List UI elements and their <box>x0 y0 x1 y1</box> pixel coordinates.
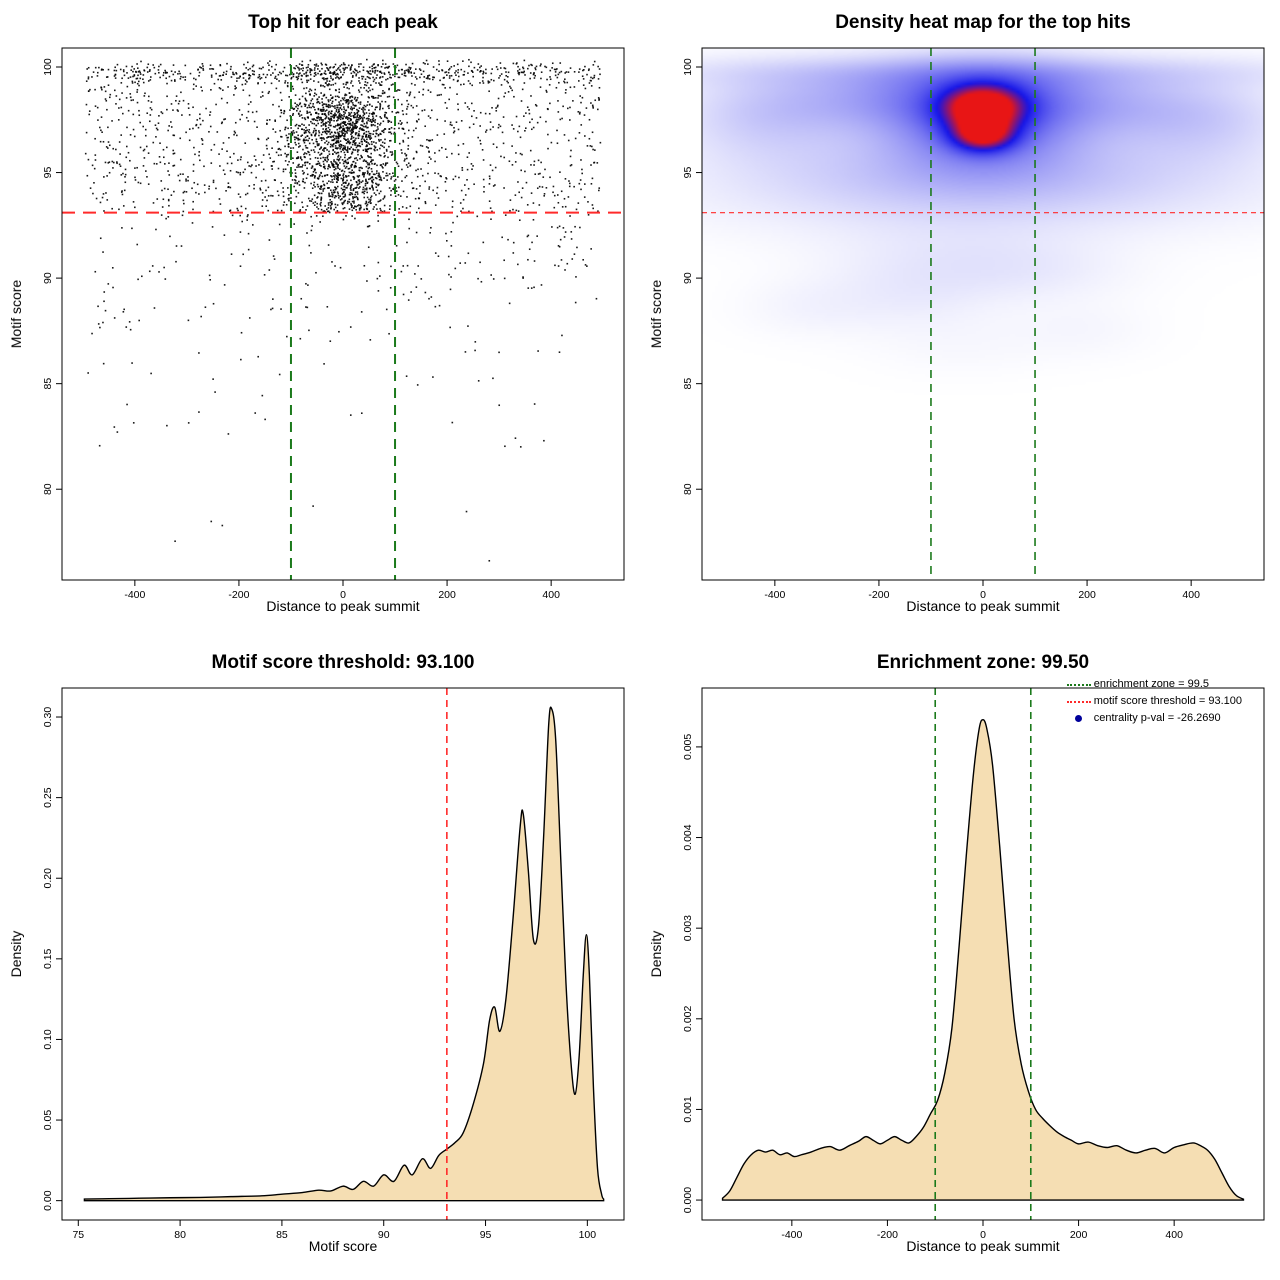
y-axis-label: Motif score <box>8 279 24 349</box>
panel-title: Enrichment zone: 99.50 <box>876 652 1090 673</box>
y-axis-label: Density <box>8 930 24 978</box>
distance-density-canvas <box>640 640 1280 1280</box>
legend-label: enrichment zone = 99.5 <box>1093 678 1209 690</box>
panel-title: Top hit for each peak <box>248 12 438 33</box>
x-axis-label: Distance to peak summit <box>906 598 1060 614</box>
x-axis-label: Distance to peak summit <box>906 1238 1060 1254</box>
legend-label: centrality p-val = -26.2690 <box>1093 712 1221 724</box>
score-threshold-line-icon <box>1064 700 1094 703</box>
x-axis-label: Distance to peak summit <box>266 598 420 614</box>
y-axis-label: Density <box>648 930 664 978</box>
centrality-dot-icon <box>1064 715 1094 722</box>
enrichment-zone-line-icon <box>1064 683 1094 686</box>
legend-item-centrality-pval: centrality p-val = -26.2690 <box>1064 710 1242 727</box>
legend: enrichment zone = 99.5 motif score thres… <box>1064 676 1242 727</box>
legend-label: motif score threshold = 93.100 <box>1093 695 1242 707</box>
legend-item-score-threshold: motif score threshold = 93.100 <box>1064 693 1242 710</box>
panel-title: Density heat map for the top hits <box>835 12 1131 33</box>
panel-summit-distance-density: Enrichment zone: 99.50 Distance to peak … <box>640 640 1280 1280</box>
y-axis-label: Motif score <box>648 279 664 349</box>
panel-top-hits-scatter: Top hit for each peak Distance to peak s… <box>0 0 640 640</box>
x-axis-label: Motif score <box>308 1238 378 1254</box>
panel-title: Motif score threshold: 93.100 <box>211 652 475 673</box>
legend-item-enrichment-zone: enrichment zone = 99.5 <box>1064 676 1242 693</box>
panel-motif-score-density: Motif score threshold: 93.100 Motif scor… <box>0 640 640 1280</box>
heatmap-canvas <box>640 0 1280 640</box>
score-density-canvas <box>0 640 640 1280</box>
panel-density-heatmap: Density heat map for the top hits Distan… <box>640 0 1280 640</box>
scatter-plot-canvas <box>0 0 640 640</box>
